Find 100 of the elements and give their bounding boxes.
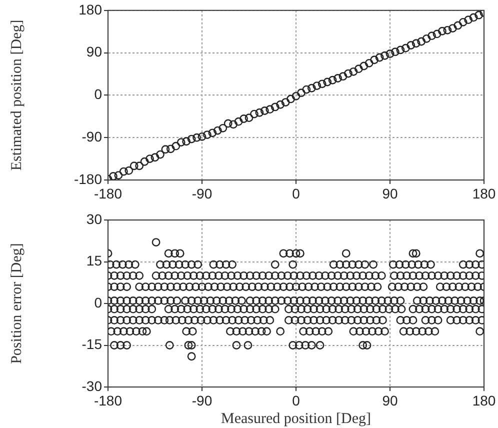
point (238, 327, 247, 336)
point (377, 271, 386, 280)
point (406, 327, 414, 336)
y-axis-title: Estimated position [Deg] (8, 20, 25, 171)
point (432, 296, 440, 305)
point (290, 271, 298, 280)
point (388, 282, 396, 291)
point (176, 271, 186, 280)
point (202, 304, 210, 314)
point (428, 271, 436, 280)
point (189, 304, 198, 314)
point (204, 282, 212, 291)
point (262, 327, 271, 336)
point (126, 327, 134, 336)
point (189, 271, 198, 280)
point (340, 296, 348, 305)
point (440, 271, 449, 280)
point (252, 296, 261, 305)
point (452, 304, 462, 314)
point (284, 316, 293, 324)
point (187, 352, 196, 361)
point (308, 271, 317, 280)
point (297, 304, 306, 314)
point (266, 282, 276, 291)
point (465, 304, 474, 314)
point (356, 327, 364, 336)
point (471, 260, 480, 269)
point (170, 304, 180, 314)
point (228, 260, 236, 269)
point (346, 271, 355, 280)
point (202, 271, 210, 280)
point (160, 296, 169, 305)
point (187, 296, 196, 305)
point (297, 316, 306, 324)
point (458, 271, 468, 280)
point (302, 296, 311, 305)
point (347, 316, 356, 324)
y-tick-label: 180 (78, 1, 102, 18)
point (172, 296, 182, 305)
point (246, 296, 254, 305)
point (220, 271, 230, 280)
point (232, 327, 241, 336)
point (188, 327, 197, 336)
point (352, 271, 361, 280)
point (421, 271, 430, 280)
point (321, 271, 330, 280)
point (391, 304, 400, 314)
point (252, 304, 261, 314)
point (179, 282, 188, 291)
point (400, 282, 409, 291)
point (418, 327, 427, 336)
point (334, 271, 342, 280)
point (110, 282, 118, 291)
point (222, 316, 230, 324)
point (182, 327, 191, 336)
point (152, 271, 160, 280)
point (364, 271, 374, 280)
point (434, 304, 442, 314)
point (358, 271, 368, 280)
point (360, 316, 368, 324)
point (194, 260, 202, 269)
point (192, 282, 200, 291)
point (373, 282, 382, 291)
point (184, 316, 193, 324)
point (471, 304, 480, 314)
point (296, 296, 304, 305)
point (334, 316, 344, 324)
point (187, 341, 196, 350)
point (279, 249, 288, 258)
point (380, 327, 389, 336)
point (305, 327, 314, 336)
point (446, 271, 455, 280)
point (270, 271, 280, 280)
point (116, 271, 125, 280)
y-tick-label: 0 (94, 86, 102, 102)
x-tick-label: -90 (192, 185, 212, 202)
point (476, 327, 484, 336)
point (172, 316, 180, 324)
point (334, 296, 342, 305)
point (292, 249, 300, 258)
point (436, 282, 444, 291)
point (222, 260, 230, 269)
point (450, 296, 459, 305)
point (218, 296, 228, 305)
point (329, 260, 338, 269)
point (471, 316, 480, 324)
point (323, 282, 332, 291)
point (200, 296, 208, 305)
point (116, 316, 125, 324)
point (322, 316, 330, 324)
point (270, 260, 280, 269)
x-tick-label: 90 (382, 185, 398, 202)
point (286, 282, 294, 291)
point (415, 304, 424, 314)
point (229, 282, 238, 291)
point (220, 304, 230, 314)
point (284, 304, 293, 314)
point (270, 304, 280, 314)
point (419, 296, 428, 305)
point (301, 341, 310, 350)
